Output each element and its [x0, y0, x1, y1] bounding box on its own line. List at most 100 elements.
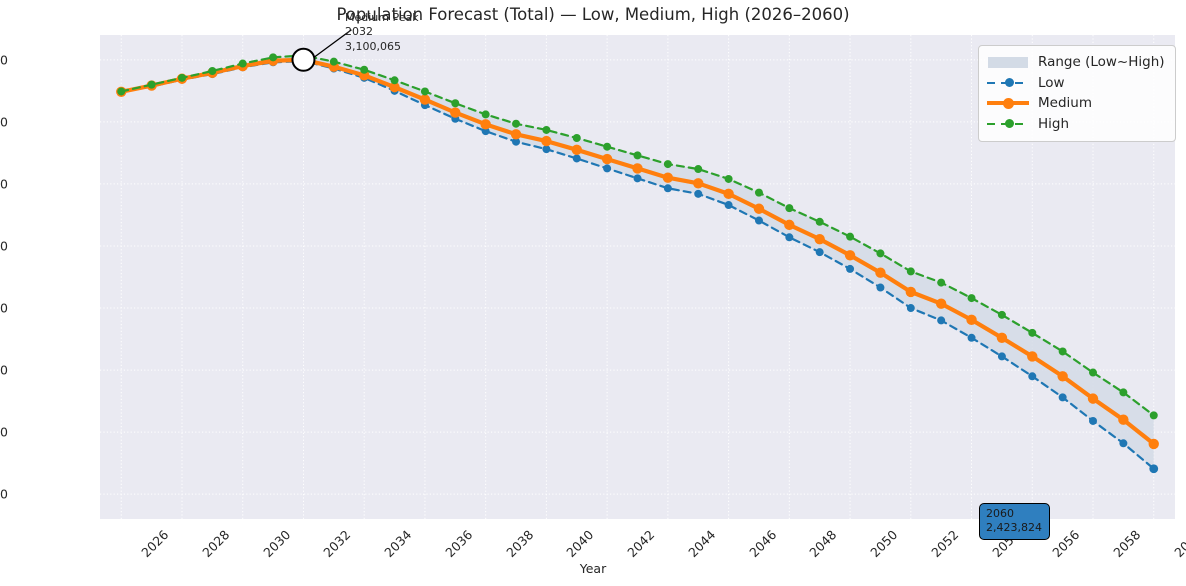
data-point-medium[interactable] [541, 135, 552, 147]
endpoint-marker[interactable] [1149, 464, 1159, 474]
data-point-low[interactable] [846, 264, 855, 273]
legend-item-range-low-high[interactable]: Range (Low~High) [987, 52, 1165, 73]
data-point-high[interactable] [815, 217, 824, 226]
data-point-medium[interactable] [814, 233, 825, 245]
data-point-medium[interactable] [996, 332, 1008, 344]
data-point-high[interactable] [1119, 388, 1128, 397]
data-point-medium[interactable] [935, 298, 947, 309]
x-tick-label: 2052 [928, 527, 962, 561]
data-point-high[interactable] [451, 99, 460, 108]
y-tick-label: 2,600,000 [0, 362, 8, 378]
data-point-high[interactable] [694, 165, 703, 174]
data-point-medium[interactable] [1118, 414, 1129, 425]
data-point-low[interactable] [603, 164, 612, 173]
data-point-medium[interactable] [510, 129, 522, 140]
data-point-high[interactable] [269, 53, 278, 62]
data-point-high[interactable] [147, 80, 156, 89]
data-point-medium[interactable] [419, 94, 431, 105]
data-point-low[interactable] [876, 283, 885, 292]
x-tick-label: 2046 [745, 527, 780, 561]
data-point-high[interactable] [117, 87, 126, 96]
data-point-high[interactable] [906, 267, 915, 276]
chart-legend[interactable]: Range (Low~High) Low Medium High [978, 45, 1176, 142]
data-point-low[interactable] [754, 216, 763, 225]
data-point-low[interactable] [997, 352, 1006, 361]
data-point-high[interactable] [754, 188, 763, 197]
data-point-low[interactable] [633, 174, 642, 183]
peak-arrow [313, 29, 352, 59]
data-point-high[interactable] [208, 66, 217, 75]
data-point-high[interactable] [785, 204, 794, 213]
data-point-high[interactable] [1028, 328, 1037, 337]
data-point-low[interactable] [724, 201, 733, 210]
data-point-low[interactable] [785, 233, 794, 242]
data-point-medium[interactable] [571, 144, 582, 155]
data-point-low[interactable] [906, 304, 915, 313]
legend-label: Range (Low~High) [1038, 54, 1165, 71]
data-point-medium[interactable] [1148, 438, 1159, 450]
data-point-low[interactable] [694, 189, 703, 198]
data-point-high[interactable] [177, 73, 186, 82]
data-point-high[interactable] [329, 57, 338, 66]
data-point-low[interactable] [1058, 393, 1067, 402]
legend-item-medium[interactable]: Medium [987, 93, 1165, 114]
peak-marker[interactable] [291, 47, 316, 72]
data-point-high[interactable] [512, 119, 521, 128]
data-point-medium[interactable] [966, 314, 977, 326]
data-point-high[interactable] [663, 160, 672, 169]
data-point-medium[interactable] [1087, 393, 1099, 404]
data-point-high[interactable] [603, 142, 612, 151]
y-tick-label: 3,000,000 [0, 114, 8, 130]
data-point-high[interactable] [238, 59, 247, 68]
data-point-low[interactable] [1089, 416, 1098, 425]
data-point-low[interactable] [663, 184, 672, 193]
data-point-high[interactable] [997, 310, 1006, 319]
data-point-medium[interactable] [1027, 351, 1038, 362]
data-point-low[interactable] [481, 127, 490, 136]
data-point-high[interactable] [572, 134, 581, 143]
data-point-high[interactable] [420, 87, 429, 96]
data-point-low[interactable] [512, 137, 521, 146]
data-point-high[interactable] [1089, 368, 1098, 377]
legend-item-low[interactable]: Low [987, 73, 1165, 94]
data-point-high[interactable] [481, 110, 490, 119]
data-point-medium[interactable] [450, 107, 461, 118]
data-point-low[interactable] [572, 154, 581, 163]
data-point-medium[interactable] [753, 203, 765, 214]
data-point-medium[interactable] [662, 172, 674, 183]
legend-swatch-icon [987, 54, 1029, 70]
data-point-high[interactable] [360, 65, 369, 74]
data-point-medium[interactable] [875, 267, 886, 278]
endpoint-tooltip[interactable]: 2060 2,423,824 [979, 503, 1050, 540]
legend-item-high[interactable]: High [987, 114, 1165, 135]
data-point-high[interactable] [937, 278, 946, 287]
data-point-high[interactable] [390, 76, 399, 85]
data-point-medium[interactable] [601, 153, 613, 165]
data-point-medium[interactable] [784, 219, 795, 231]
data-point-high[interactable] [1058, 347, 1067, 356]
data-point-high[interactable] [876, 249, 885, 258]
data-point-low[interactable] [815, 248, 824, 257]
data-point-high[interactable] [1149, 411, 1158, 420]
data-point-high[interactable] [967, 294, 976, 303]
data-point-low[interactable] [937, 316, 946, 325]
data-point-medium[interactable] [1057, 371, 1068, 382]
data-point-high[interactable] [846, 232, 855, 241]
data-point-medium[interactable] [905, 286, 917, 298]
data-point-medium[interactable] [723, 188, 734, 200]
data-point-high[interactable] [633, 151, 642, 160]
data-point-low[interactable] [967, 333, 976, 342]
data-point-medium[interactable] [480, 119, 491, 130]
chart-title: Population Forecast (Total) — Low, Mediu… [336, 5, 850, 24]
data-point-low[interactable] [1119, 439, 1128, 448]
x-tick-label: 2050 [867, 527, 901, 561]
data-point-medium[interactable] [632, 163, 643, 174]
data-point-low[interactable] [1028, 372, 1037, 381]
data-point-high[interactable] [542, 125, 551, 134]
data-point-high[interactable] [724, 174, 733, 183]
data-point-medium[interactable] [693, 178, 704, 189]
data-point-low[interactable] [542, 145, 551, 154]
legend-label: Low [1038, 74, 1065, 91]
data-point-medium[interactable] [389, 81, 400, 93]
data-point-medium[interactable] [844, 250, 856, 261]
